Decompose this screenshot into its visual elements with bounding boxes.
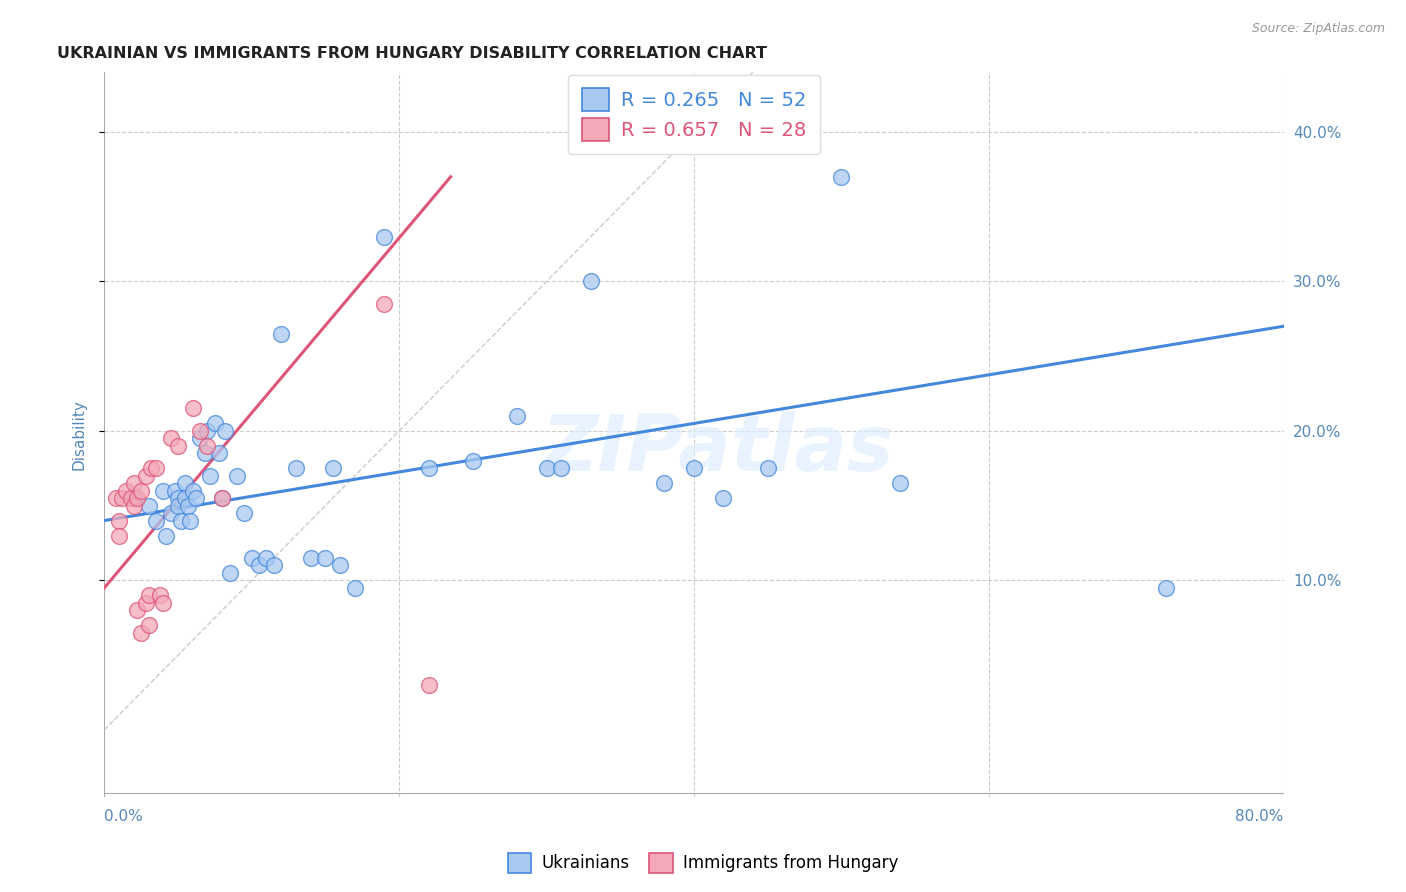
Point bbox=[155, 528, 177, 542]
Point bbox=[122, 476, 145, 491]
Point bbox=[165, 483, 187, 498]
Point bbox=[188, 431, 211, 445]
Legend: R = 0.265   N = 52, R = 0.657   N = 28: R = 0.265 N = 52, R = 0.657 N = 28 bbox=[568, 75, 820, 154]
Point bbox=[1154, 581, 1177, 595]
Text: 80.0%: 80.0% bbox=[1236, 809, 1284, 824]
Point bbox=[536, 461, 558, 475]
Point bbox=[418, 461, 440, 475]
Point bbox=[197, 424, 219, 438]
Point bbox=[193, 446, 215, 460]
Point bbox=[218, 566, 240, 580]
Point bbox=[108, 514, 131, 528]
Point bbox=[167, 499, 190, 513]
Point bbox=[550, 461, 572, 475]
Point bbox=[159, 506, 181, 520]
Point bbox=[167, 439, 190, 453]
Text: 0.0%: 0.0% bbox=[104, 809, 143, 824]
Point bbox=[184, 491, 207, 505]
Point bbox=[179, 514, 201, 528]
Y-axis label: Disability: Disability bbox=[72, 400, 86, 470]
Point bbox=[174, 491, 197, 505]
Point bbox=[135, 468, 157, 483]
Point bbox=[197, 439, 219, 453]
Point bbox=[322, 461, 344, 475]
Point bbox=[240, 551, 263, 566]
Point bbox=[506, 409, 529, 423]
Point bbox=[214, 424, 236, 438]
Point bbox=[284, 461, 307, 475]
Point bbox=[167, 491, 190, 505]
Point bbox=[208, 446, 231, 460]
Point bbox=[159, 431, 181, 445]
Point bbox=[125, 603, 148, 617]
Point bbox=[211, 491, 233, 505]
Point bbox=[170, 514, 193, 528]
Point bbox=[149, 588, 172, 602]
Point bbox=[129, 483, 152, 498]
Point bbox=[138, 499, 160, 513]
Point bbox=[263, 558, 285, 573]
Point bbox=[233, 506, 256, 520]
Point bbox=[211, 491, 233, 505]
Point bbox=[181, 483, 204, 498]
Point bbox=[122, 499, 145, 513]
Point bbox=[247, 558, 270, 573]
Point bbox=[889, 476, 911, 491]
Point bbox=[654, 476, 676, 491]
Legend: Ukrainians, Immigrants from Hungary: Ukrainians, Immigrants from Hungary bbox=[502, 847, 904, 880]
Point bbox=[174, 476, 197, 491]
Point bbox=[152, 596, 174, 610]
Point bbox=[177, 499, 200, 513]
Point bbox=[204, 417, 226, 431]
Point bbox=[108, 528, 131, 542]
Point bbox=[299, 551, 322, 566]
Point bbox=[373, 297, 395, 311]
Point bbox=[145, 514, 167, 528]
Point bbox=[830, 169, 852, 184]
Point bbox=[152, 483, 174, 498]
Text: UKRAINIAN VS IMMIGRANTS FROM HUNGARY DISABILITY CORRELATION CHART: UKRAINIAN VS IMMIGRANTS FROM HUNGARY DIS… bbox=[58, 46, 768, 62]
Point bbox=[756, 461, 779, 475]
Point bbox=[314, 551, 336, 566]
Point bbox=[713, 491, 735, 505]
Point bbox=[105, 491, 128, 505]
Point bbox=[181, 401, 204, 416]
Point bbox=[111, 491, 134, 505]
Point bbox=[145, 461, 167, 475]
Point bbox=[200, 468, 222, 483]
Point bbox=[138, 618, 160, 632]
Point bbox=[461, 454, 484, 468]
Point bbox=[418, 678, 440, 692]
Point bbox=[138, 588, 160, 602]
Point bbox=[683, 461, 706, 475]
Point bbox=[343, 581, 366, 595]
Point bbox=[373, 229, 395, 244]
Point bbox=[135, 596, 157, 610]
Point bbox=[129, 625, 152, 640]
Point bbox=[120, 491, 142, 505]
Text: Source: ZipAtlas.com: Source: ZipAtlas.com bbox=[1251, 22, 1385, 36]
Point bbox=[579, 274, 602, 288]
Point bbox=[226, 468, 249, 483]
Text: ZIPatlas: ZIPatlas bbox=[541, 411, 894, 487]
Point bbox=[256, 551, 278, 566]
Point bbox=[188, 424, 211, 438]
Point bbox=[329, 558, 352, 573]
Point bbox=[125, 491, 148, 505]
Point bbox=[122, 491, 145, 505]
Point bbox=[115, 483, 138, 498]
Point bbox=[141, 461, 163, 475]
Point bbox=[270, 326, 292, 341]
